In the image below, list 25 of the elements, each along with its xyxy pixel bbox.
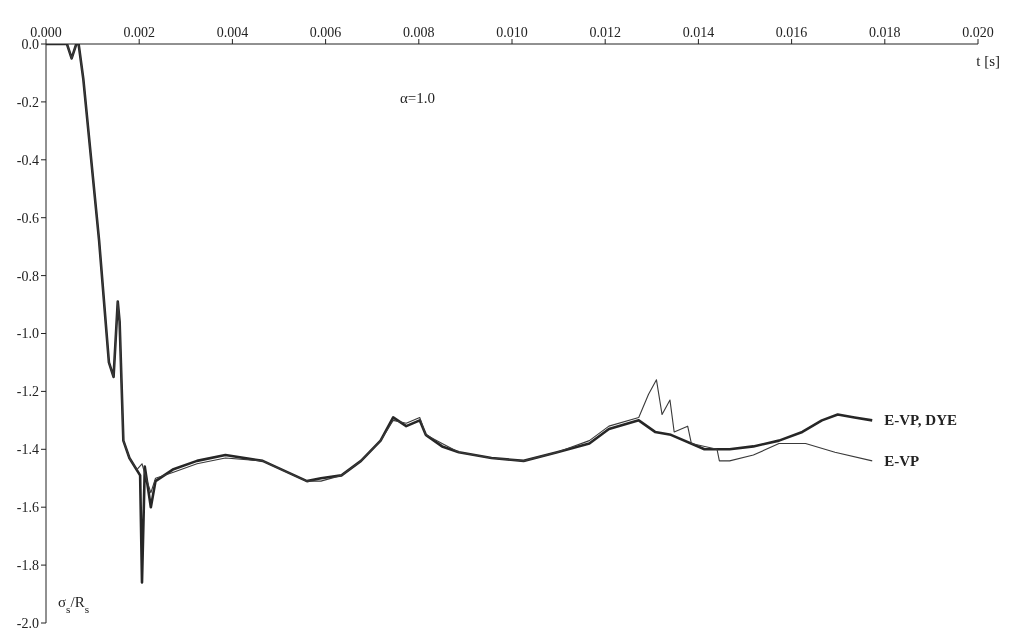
x-tick-label: 0.018 (869, 25, 901, 40)
series-label: E-VP, DYE (884, 412, 958, 429)
y-tick-label: -1.6 (16, 500, 39, 516)
x-tick-label: 0.002 (123, 25, 155, 40)
x-tick-label: 0.006 (309, 25, 342, 40)
x-tick-label: 0.012 (589, 25, 621, 40)
x-axis-title: t [s] (976, 53, 1000, 69)
x-tick-label: 0.020 (962, 25, 994, 40)
x-tick-label: 0.008 (403, 25, 435, 40)
annotation: α=1.0 (400, 90, 436, 107)
series-label: E-VP (884, 452, 920, 469)
y-tick-label: -0.4 (16, 152, 39, 168)
x-tick-label: 0.014 (682, 25, 715, 40)
x-tick-label: 0.010 (496, 25, 528, 40)
x-tick-label: 0.016 (775, 25, 808, 40)
y-tick-label: -0.6 (16, 210, 39, 226)
x-tick-label: 0.004 (216, 25, 249, 40)
y-tick-label: -1.8 (16, 558, 39, 574)
y-tick-label: -1.4 (16, 442, 39, 458)
y-tick-label: -0.8 (16, 268, 39, 284)
y-axis-title: σ$_{s}$/R$_{s}$ (58, 594, 90, 615)
y-tick-label: -0.2 (16, 94, 39, 110)
y-tick-label: -1.0 (16, 326, 39, 342)
y-tick-label: -2.0 (16, 615, 39, 631)
y-tick-label: -1.2 (16, 384, 39, 400)
